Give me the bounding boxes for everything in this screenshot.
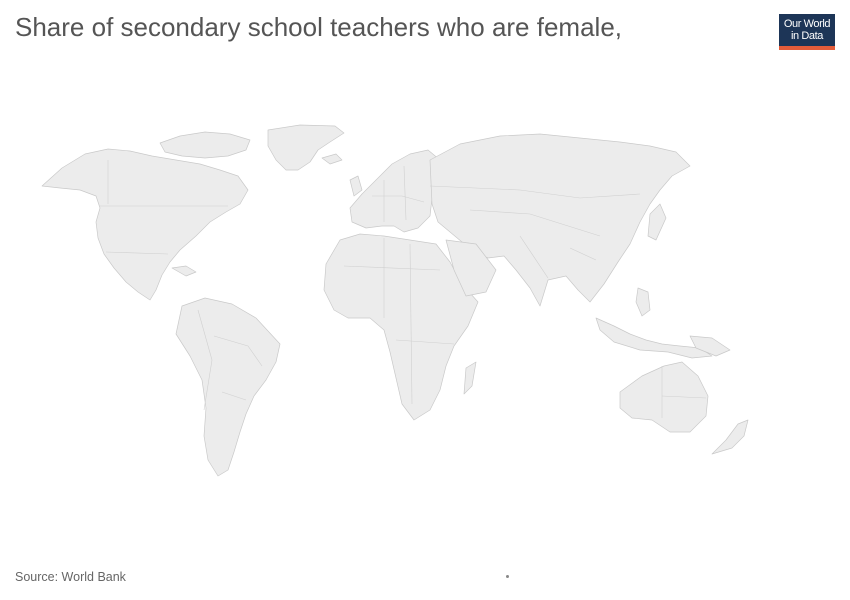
region-europe[interactable] [349,149,441,233]
region-australia[interactable] [619,361,709,433]
region-arctic-islands[interactable] [159,131,251,159]
region-japan[interactable] [647,203,667,241]
timeline-dot[interactable] [506,575,509,578]
region-uk[interactable] [349,175,363,197]
region-new-guinea[interactable] [689,335,731,357]
region-caribbean[interactable] [171,265,197,277]
logo-line-1: Our World [783,18,831,30]
region-philippines[interactable] [635,287,651,317]
region-africa[interactable] [323,233,479,421]
region-north-america[interactable] [41,148,249,301]
region-madagascar[interactable] [463,361,477,395]
owid-logo[interactable]: Our World in Data [779,14,835,50]
world-map[interactable] [0,110,850,480]
region-south-america[interactable] [175,297,281,477]
logo-line-2: in Data [790,30,824,42]
region-middle-east[interactable] [445,239,497,297]
chart-title: Share of secondary school teachers who a… [15,12,623,42]
region-new-zealand[interactable] [711,419,749,455]
logo-accent-bar [779,46,835,50]
source-note: Source: World Bank [15,570,126,584]
region-iceland[interactable] [321,153,343,165]
region-greenland[interactable] [267,124,345,171]
